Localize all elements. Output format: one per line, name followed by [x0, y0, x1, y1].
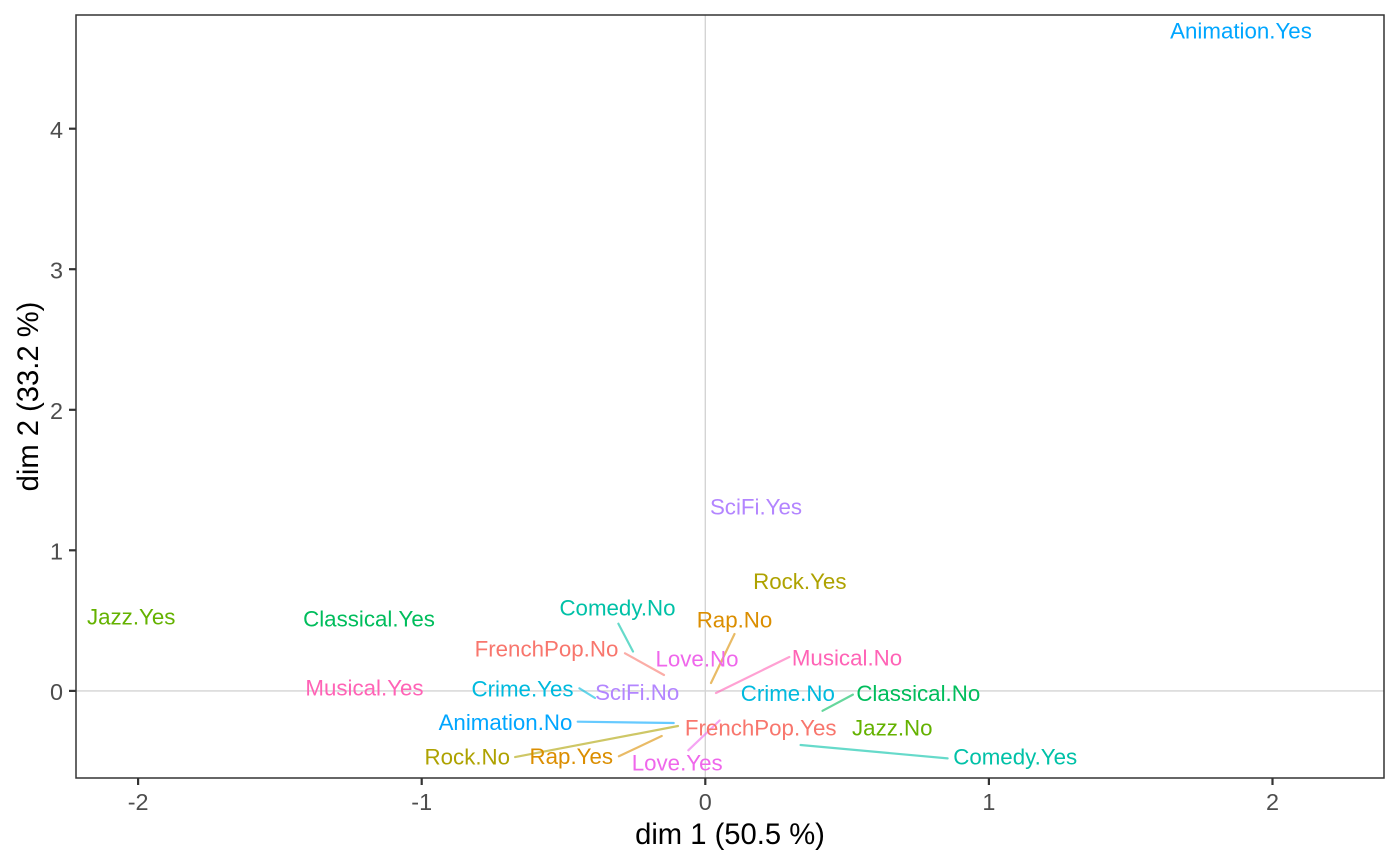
- svg-text:SciFi.No: SciFi.No: [595, 680, 679, 705]
- svg-text:1: 1: [982, 789, 995, 815]
- svg-text:Musical.No: Musical.No: [792, 646, 902, 671]
- svg-text:3: 3: [50, 258, 63, 284]
- svg-text:Crime.Yes: Crime.Yes: [471, 676, 573, 701]
- svg-text:Animation.No: Animation.No: [439, 710, 573, 735]
- svg-text:2: 2: [50, 398, 63, 424]
- svg-text:-1: -1: [411, 789, 432, 815]
- svg-text:SciFi.Yes: SciFi.Yes: [710, 494, 802, 519]
- svg-text:Love.Yes: Love.Yes: [632, 751, 723, 776]
- svg-text:Crime.No: Crime.No: [741, 681, 835, 706]
- svg-text:Rap.No: Rap.No: [697, 608, 773, 633]
- svg-text:dim 2 (33.2 %): dim 2 (33.2 %): [13, 302, 45, 492]
- svg-text:Musical.Yes: Musical.Yes: [305, 676, 423, 701]
- svg-text:FrenchPop.No: FrenchPop.No: [475, 636, 619, 661]
- svg-text:Rock.Yes: Rock.Yes: [753, 569, 846, 594]
- svg-text:Love.No: Love.No: [655, 647, 738, 672]
- svg-text:1: 1: [50, 539, 63, 565]
- svg-text:4: 4: [50, 117, 63, 143]
- svg-text:Jazz.Yes: Jazz.Yes: [87, 605, 175, 630]
- svg-text:Classical.No: Classical.No: [856, 681, 980, 706]
- svg-text:Classical.Yes: Classical.Yes: [303, 607, 435, 632]
- svg-text:Rock.No: Rock.No: [425, 744, 511, 769]
- svg-text:Comedy.Yes: Comedy.Yes: [953, 745, 1077, 770]
- svg-text:0: 0: [50, 679, 63, 705]
- svg-text:0: 0: [699, 789, 712, 815]
- svg-text:-2: -2: [128, 789, 149, 815]
- svg-text:dim 1 (50.5 %): dim 1 (50.5 %): [635, 819, 825, 851]
- svg-text:Jazz.No: Jazz.No: [852, 716, 933, 741]
- svg-text:Rap.Yes: Rap.Yes: [530, 744, 613, 769]
- svg-text:Animation.Yes: Animation.Yes: [1170, 19, 1312, 44]
- svg-text:FrenchPop.Yes: FrenchPop.Yes: [685, 715, 837, 740]
- svg-text:Comedy.No: Comedy.No: [559, 595, 675, 620]
- svg-text:2: 2: [1266, 789, 1279, 815]
